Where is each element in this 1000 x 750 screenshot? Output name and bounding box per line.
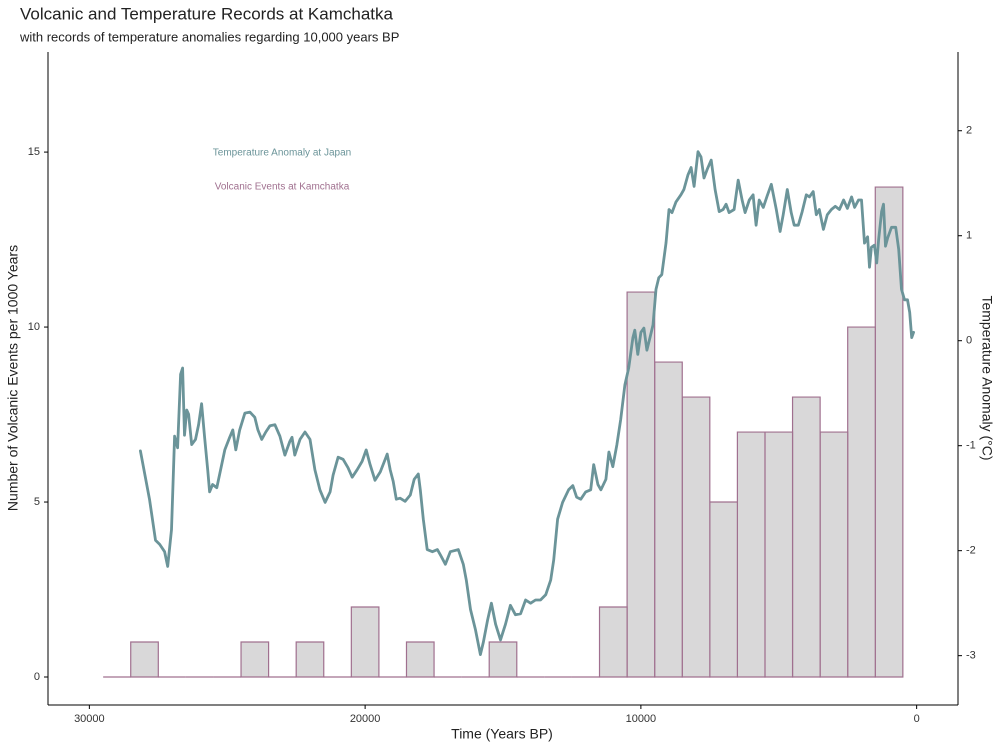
histogram-bar <box>626 291 656 678</box>
y2-tick-label: 0 <box>966 335 972 347</box>
y-tick-label: 15 <box>28 146 40 158</box>
histogram-bar <box>654 361 683 678</box>
y2-tick-label: -2 <box>966 545 976 557</box>
histogram-bar <box>764 431 794 678</box>
y-tick-label: 5 <box>34 496 40 508</box>
histogram-bar <box>598 606 628 678</box>
x-tick-label: 30000 <box>74 713 105 725</box>
annotation: Temperature Anomaly at Japan <box>213 148 351 159</box>
y2-tick-label: 2 <box>966 125 972 137</box>
histogram-bar <box>405 641 435 678</box>
y-axis-label: Number of Volcanic Events per 1000 Years <box>5 245 21 511</box>
histogram-bar <box>681 396 711 678</box>
y-tick-label: 0 <box>34 671 40 683</box>
histogram-bar <box>240 641 270 678</box>
histogram-bar <box>350 606 380 678</box>
x-tick-label: 20000 <box>350 713 381 725</box>
histogram-bar <box>874 186 904 678</box>
y2-tick-label: 1 <box>966 230 972 242</box>
histogram-bar <box>847 326 876 678</box>
y2-tick-label: -3 <box>966 650 976 662</box>
histogram-bar <box>488 641 518 678</box>
annotation: Volcanic Events at Kamchatka <box>215 182 350 193</box>
x-tick-label: 10000 <box>626 713 657 725</box>
x-axis-label: Time (Years BP) <box>451 726 553 742</box>
chart-subtitle: with records of temperature anomalies re… <box>19 29 399 44</box>
y2-axis-label: Temperature Anomaly (°C) <box>979 295 995 460</box>
temperature-line <box>139 150 915 656</box>
y-tick-label: 10 <box>28 321 40 333</box>
histogram-bar <box>791 396 821 678</box>
histogram-bar <box>295 641 325 678</box>
histogram-bar <box>819 431 849 678</box>
histogram-bar <box>736 431 766 678</box>
histogram-bar <box>130 641 159 678</box>
chart-title: Volcanic and Temperature Records at Kamc… <box>20 4 393 23</box>
y2-tick-label: -1 <box>966 440 976 452</box>
histogram-bar <box>709 501 738 678</box>
x-tick-label: 0 <box>914 713 920 725</box>
